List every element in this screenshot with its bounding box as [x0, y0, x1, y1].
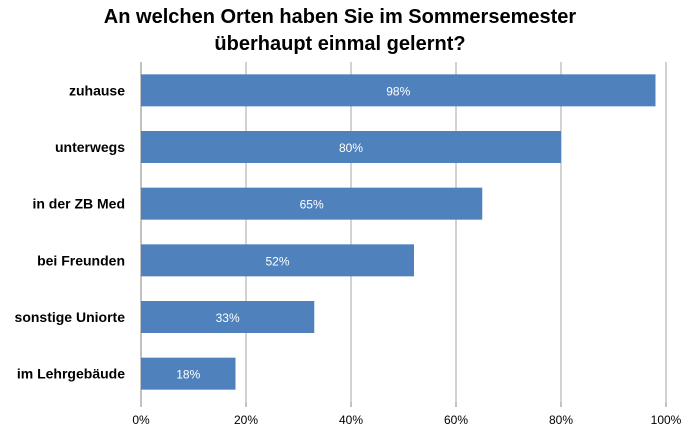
category-label: im Lehrgebäude — [17, 366, 125, 382]
category-label: bei Freunden — [37, 252, 125, 268]
x-tick-label: 40% — [339, 413, 363, 427]
x-tick-label: 100% — [651, 413, 682, 427]
data-label: 33% — [216, 311, 240, 325]
category-label: sonstige Uniorte — [15, 309, 126, 325]
bar — [141, 357, 236, 390]
category-label: zuhause — [69, 82, 125, 98]
bar — [141, 131, 561, 163]
chart-title-line2: überhaupt einmal gelernt? — [214, 33, 466, 55]
data-label: 65% — [300, 198, 324, 212]
bar — [141, 301, 315, 333]
data-label: 80% — [339, 141, 363, 155]
bar — [141, 244, 414, 277]
x-tick-label: 20% — [234, 413, 258, 427]
chart-title: An welchen Orten haben Sie im Sommerseme… — [60, 4, 620, 58]
x-tick-label: 60% — [444, 413, 468, 427]
x-tick-label: 0% — [132, 413, 150, 427]
data-label: 18% — [176, 368, 200, 382]
bar — [141, 74, 656, 107]
data-label: 98% — [386, 84, 410, 98]
bar — [141, 187, 483, 220]
chart-title-line1: An welchen Orten haben Sie im Sommerseme… — [103, 6, 577, 28]
category-label: in der ZB Med — [32, 196, 125, 212]
category-label: unterwegs — [55, 139, 125, 155]
x-tick-label: 80% — [549, 413, 573, 427]
data-label: 52% — [265, 254, 289, 268]
